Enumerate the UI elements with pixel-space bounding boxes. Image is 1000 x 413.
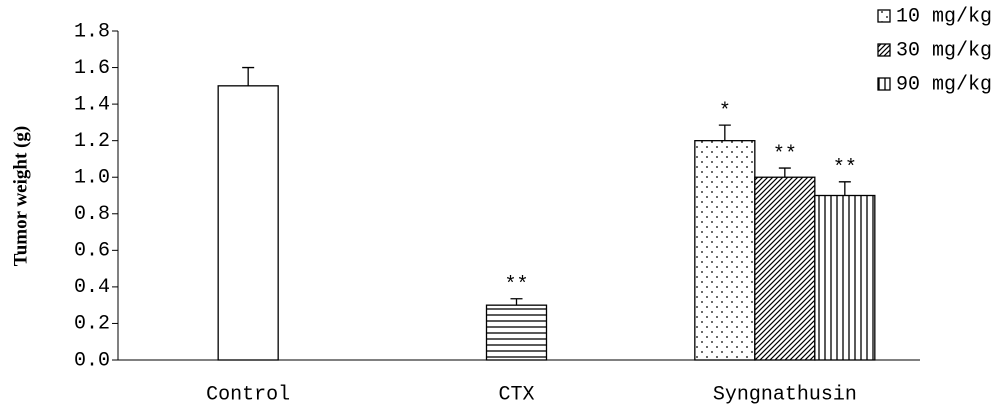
y-tick-label: 1.0 (74, 167, 110, 190)
bar (694, 140, 756, 361)
x-tick-label: Control (206, 383, 290, 406)
error-bar (718, 124, 731, 141)
legend-label: 90 mg/kg (896, 73, 992, 96)
y-tick-label: 0.8 (74, 203, 110, 226)
legend-swatch (877, 9, 891, 23)
legend-swatch (877, 43, 891, 57)
bar (485, 304, 548, 361)
y-axis-label: Tumor weight (g) (10, 126, 31, 266)
legend-swatch (877, 77, 891, 91)
error-bar (838, 181, 851, 196)
significance-label: ** (773, 143, 797, 166)
significance-label: * (719, 100, 731, 123)
y-tick-label: 0.4 (74, 276, 110, 299)
y-tick-label: 1.4 (74, 93, 110, 116)
error-bar (778, 167, 791, 178)
error-bar (242, 66, 255, 86)
significance-label: ** (504, 274, 528, 297)
y-tick-label: 1.2 (74, 130, 110, 153)
y-tick-label: 1.8 (74, 20, 110, 43)
bar (814, 194, 876, 361)
error-bar (510, 298, 523, 306)
bar (217, 85, 279, 361)
y-tick-label: 0.2 (74, 313, 110, 336)
significance-label: ** (833, 157, 857, 180)
y-tick-label: 0.0 (74, 349, 110, 372)
bar (754, 176, 816, 361)
legend-label: 10 mg/kg (896, 5, 992, 28)
y-tick-label: 0.6 (74, 240, 110, 263)
y-tick-label: 1.6 (74, 57, 110, 80)
x-tick-label: CTX (498, 383, 534, 406)
legend-label: 30 mg/kg (896, 39, 992, 62)
x-tick-label: Syngnathusin (713, 383, 857, 406)
